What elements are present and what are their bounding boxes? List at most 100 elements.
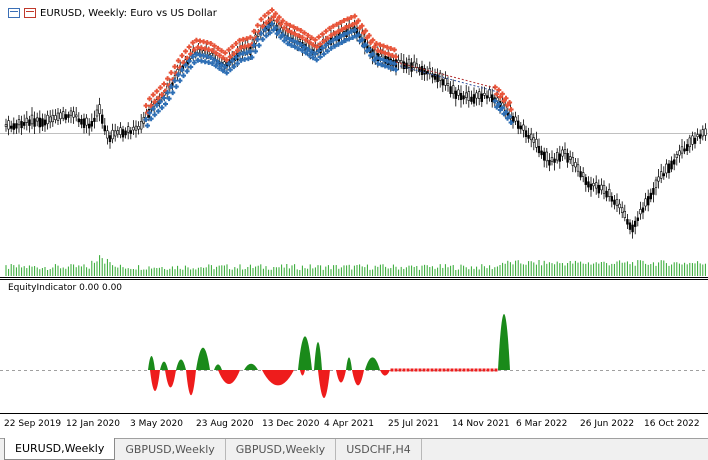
candle-body — [459, 92, 463, 101]
candle-body — [399, 60, 403, 64]
sell-signal-marker — [224, 70, 230, 76]
sell-signal-marker — [226, 61, 232, 67]
candle-body — [350, 26, 353, 30]
candle-body — [85, 117, 88, 126]
candle-body — [467, 91, 470, 101]
candle-body — [12, 123, 15, 130]
candle-body — [561, 149, 564, 157]
candle-body — [483, 93, 486, 96]
candle-body — [410, 62, 413, 72]
candle-body — [600, 184, 603, 191]
sell-signal-marker — [258, 30, 264, 36]
sell-signal-marker — [166, 96, 172, 102]
chart-window[interactable]: EURUSD, Weekly: Euro vs US Dollar Equity… — [0, 0, 708, 438]
sell-signal-marker — [177, 78, 183, 84]
sell-signal-marker — [287, 36, 293, 42]
buy-signal-marker — [278, 21, 284, 27]
indicator-flat-marker — [486, 368, 490, 372]
buy-signal-marker — [229, 44, 235, 50]
sell-signal-marker — [301, 44, 307, 50]
buy-signal-marker — [226, 47, 232, 53]
buy-signal-marker — [334, 21, 340, 27]
indicator-flat-marker — [442, 368, 446, 372]
candle-body — [69, 110, 73, 116]
buy-signal-marker — [314, 44, 320, 50]
candle-body — [405, 62, 408, 69]
indicator-negative-area — [186, 370, 196, 396]
candle-body — [114, 130, 117, 137]
candle-body — [10, 125, 13, 129]
sell-signal-marker — [305, 46, 311, 52]
buy-signal-marker — [191, 47, 197, 53]
sell-signal-marker — [343, 38, 348, 44]
candle-body — [56, 112, 60, 121]
candle-body — [516, 120, 520, 129]
chart-window-icon[interactable] — [8, 8, 20, 18]
buy-signal-marker — [505, 102, 510, 108]
candle-body — [35, 117, 39, 122]
buy-signal-marker — [263, 20, 269, 26]
buy-signal-marker — [215, 45, 221, 51]
buy-signal-marker — [327, 25, 333, 31]
candle-body — [412, 61, 416, 69]
sell-signal-marker — [303, 50, 309, 56]
sell-signal-marker — [186, 58, 192, 64]
candle-body — [22, 122, 26, 126]
buy-signal-marker — [206, 46, 212, 52]
candle-body — [431, 73, 434, 78]
chart-properties-icon[interactable] — [24, 8, 36, 18]
sell-signal-marker — [348, 29, 354, 35]
time-label: 13 Dec 2020 — [262, 419, 320, 429]
candle-body — [103, 125, 107, 132]
price-chart-canvas[interactable] — [0, 0, 708, 438]
candle-body — [298, 38, 301, 42]
candle-body — [680, 146, 684, 154]
candle-body — [462, 95, 465, 100]
sell-signal-marker — [170, 90, 176, 96]
indicator-flat-marker — [410, 368, 414, 372]
candle-body — [93, 117, 96, 122]
sell-signal-marker — [276, 28, 282, 34]
buy-signal-marker — [352, 13, 358, 19]
buy-signal-marker — [213, 50, 219, 56]
trade-connector-line — [395, 61, 496, 89]
sell-signal-marker — [157, 99, 163, 105]
candle-body — [425, 71, 429, 75]
tab-eurusd-weekly[interactable]: EURUSD,Weekly — [4, 438, 116, 460]
buy-signal-marker — [363, 28, 369, 34]
indicator-flat-marker — [454, 368, 458, 372]
buy-signal-marker — [388, 46, 394, 52]
sell-signal-marker — [507, 114, 513, 120]
candle-body — [566, 153, 569, 163]
candle-body — [592, 183, 595, 187]
sell-signal-marker — [179, 67, 185, 73]
buy-signal-marker — [292, 31, 298, 37]
buy-signal-marker — [305, 32, 311, 38]
sell-signal-marker — [379, 62, 384, 68]
candle-body — [691, 135, 694, 145]
candle-body — [548, 159, 551, 166]
candle-body — [397, 59, 400, 63]
candle-body — [108, 135, 112, 143]
tab-usdchf-h4[interactable]: USDCHF,H4 — [336, 439, 422, 460]
tab-gbpusd-weekly-2[interactable]: GBPUSD,Weekly — [226, 439, 337, 460]
candle-body — [626, 219, 629, 225]
indicator-positive-area — [196, 347, 210, 370]
buy-signal-marker — [299, 35, 305, 41]
candle-body — [701, 129, 705, 137]
sell-signal-marker — [155, 108, 161, 114]
candle-body — [82, 118, 86, 128]
indicator-flat-marker — [438, 368, 442, 372]
indicator-flat-marker — [446, 368, 450, 372]
buy-signal-marker — [220, 55, 226, 61]
candle-body — [571, 157, 575, 166]
sell-signal-marker — [296, 46, 302, 52]
candle-body — [449, 86, 452, 94]
sell-signal-marker — [355, 32, 361, 38]
sell-signal-marker — [217, 65, 222, 71]
buy-signal-marker — [366, 32, 372, 38]
sell-signal-marker — [213, 63, 219, 69]
sell-signal-marker — [381, 57, 387, 63]
time-label: 12 Jan 2020 — [66, 419, 120, 429]
tab-gbpusd-weekly[interactable]: GBPUSD,Weekly — [115, 439, 226, 460]
